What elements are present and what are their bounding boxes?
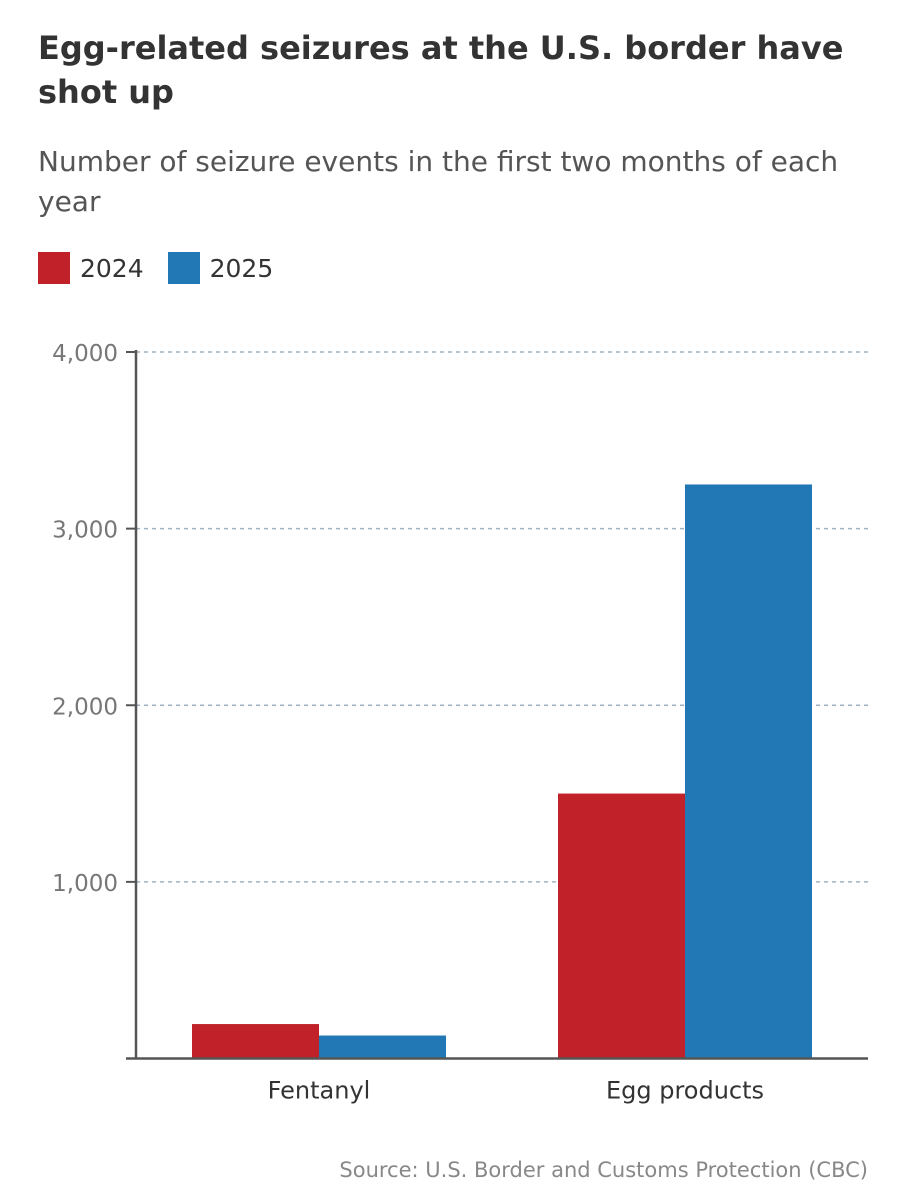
chart-subtitle: Number of seizure events in the first tw…	[38, 145, 839, 218]
bar-fentanyl-2024	[192, 1024, 319, 1059]
legend-swatch-2025	[167, 252, 200, 284]
bar-egg-products-2024	[558, 793, 685, 1059]
x-category-label-egg-products: Egg products	[606, 1077, 764, 1105]
bar-chart: 1,000 2,000 3,000 4,000 Fentanyl Egg products	[52, 341, 868, 1105]
legend-swatch-2024	[38, 252, 70, 284]
y-tick-label-4000: 4,000	[52, 341, 118, 367]
bar-fentanyl-2025	[319, 1035, 446, 1059]
legend-item-2024: 2024	[38, 252, 144, 284]
legend-label-2025: 2025	[209, 253, 274, 283]
legend-label-2024: 2024	[80, 253, 144, 283]
bar-egg-products-2025	[685, 484, 812, 1059]
x-category-label-fentanyl: Fentanyl	[268, 1077, 371, 1105]
y-tick-label-3000: 3,000	[52, 518, 118, 544]
chart-title: Egg-related seizures at the U.S. border …	[38, 29, 844, 111]
y-tick-label-1000: 1,000	[52, 871, 118, 897]
y-tick-label-2000: 2,000	[52, 694, 118, 720]
legend-item-2025: 2025	[167, 252, 274, 284]
source-note: Source: U.S. Border and Customs Protecti…	[339, 1158, 868, 1182]
legend: 2024 2025	[38, 252, 297, 284]
